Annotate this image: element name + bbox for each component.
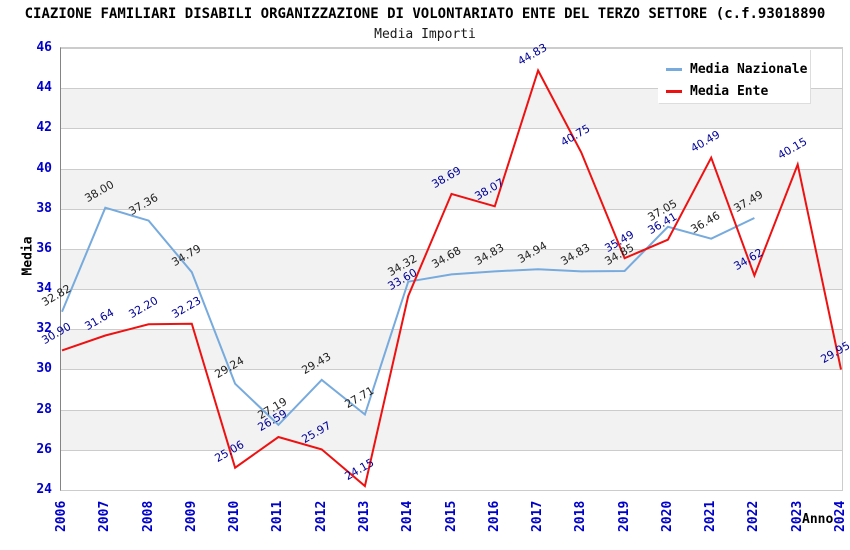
x-tick-label: 2016 [486, 500, 502, 532]
y-tick-label: 24 [36, 482, 52, 497]
gridline [61, 449, 842, 451]
chart-subtitle: Media Importi [374, 27, 476, 42]
x-tick-label: 2024 [833, 500, 848, 532]
x-tick-label: 2018 [573, 500, 589, 532]
legend-item-media-nazionale: Media Nazionale [658, 57, 807, 81]
gridline [61, 369, 842, 371]
y-tick-label: 26 [36, 441, 52, 457]
x-tick-label: 2019 [616, 500, 632, 532]
gridline [61, 48, 842, 49]
x-tick-label: 2014 [400, 500, 416, 532]
x-tick-label: 2011 [270, 500, 286, 532]
x-tick-label: 2017 [530, 500, 546, 532]
y-tick-label: 40 [36, 160, 52, 176]
legend-label-media-nazionale: Media Nazionale [690, 61, 808, 77]
x-tick-label: 2008 [140, 500, 156, 532]
plot-area [60, 47, 843, 491]
x-tick-label: 2010 [227, 500, 243, 532]
y-tick-label: 30 [36, 361, 52, 377]
gridline [61, 409, 842, 411]
legend: Media Nazionale Media Ente [658, 49, 810, 103]
y-tick-label: 32 [36, 321, 52, 337]
gridline [61, 329, 842, 331]
legend-item-media-ente: Media Ente [658, 79, 768, 103]
grid-band [61, 409, 842, 450]
y-tick-label: 36 [36, 240, 52, 256]
y-tick-label: 46 [36, 40, 52, 55]
x-tick-label: 2013 [356, 500, 372, 532]
x-tick-label: 2022 [746, 500, 762, 532]
y-tick-label: 44 [36, 80, 52, 96]
x-axis-title: Anno [802, 512, 834, 527]
y-tick-label: 42 [36, 120, 52, 136]
legend-swatch-media-nazionale [666, 67, 682, 71]
x-tick-label: 2007 [97, 500, 113, 532]
x-tick-label: 2012 [313, 500, 329, 532]
y-tick-label: 38 [36, 200, 52, 216]
y-tick-label: 34 [36, 281, 52, 297]
gridline [61, 289, 842, 291]
gridline [61, 208, 842, 210]
legend-label-media-ente: Media Ente [690, 83, 769, 99]
x-tick-label: 2015 [443, 500, 459, 532]
grid-band [61, 329, 842, 370]
legend-swatch-media-ente [666, 89, 682, 93]
y-axis-title: Media [20, 236, 36, 276]
gridline [61, 128, 842, 130]
x-tick-label: 2021 [703, 500, 719, 532]
x-tick-label: 2006 [54, 500, 69, 532]
x-tick-label: 2020 [659, 500, 675, 532]
x-tick-label: 2009 [183, 500, 199, 532]
chart-title: CIAZIONE FAMILIARI DISABILI ORGANIZZAZIO… [24, 6, 826, 22]
y-tick-label: 28 [36, 401, 52, 417]
